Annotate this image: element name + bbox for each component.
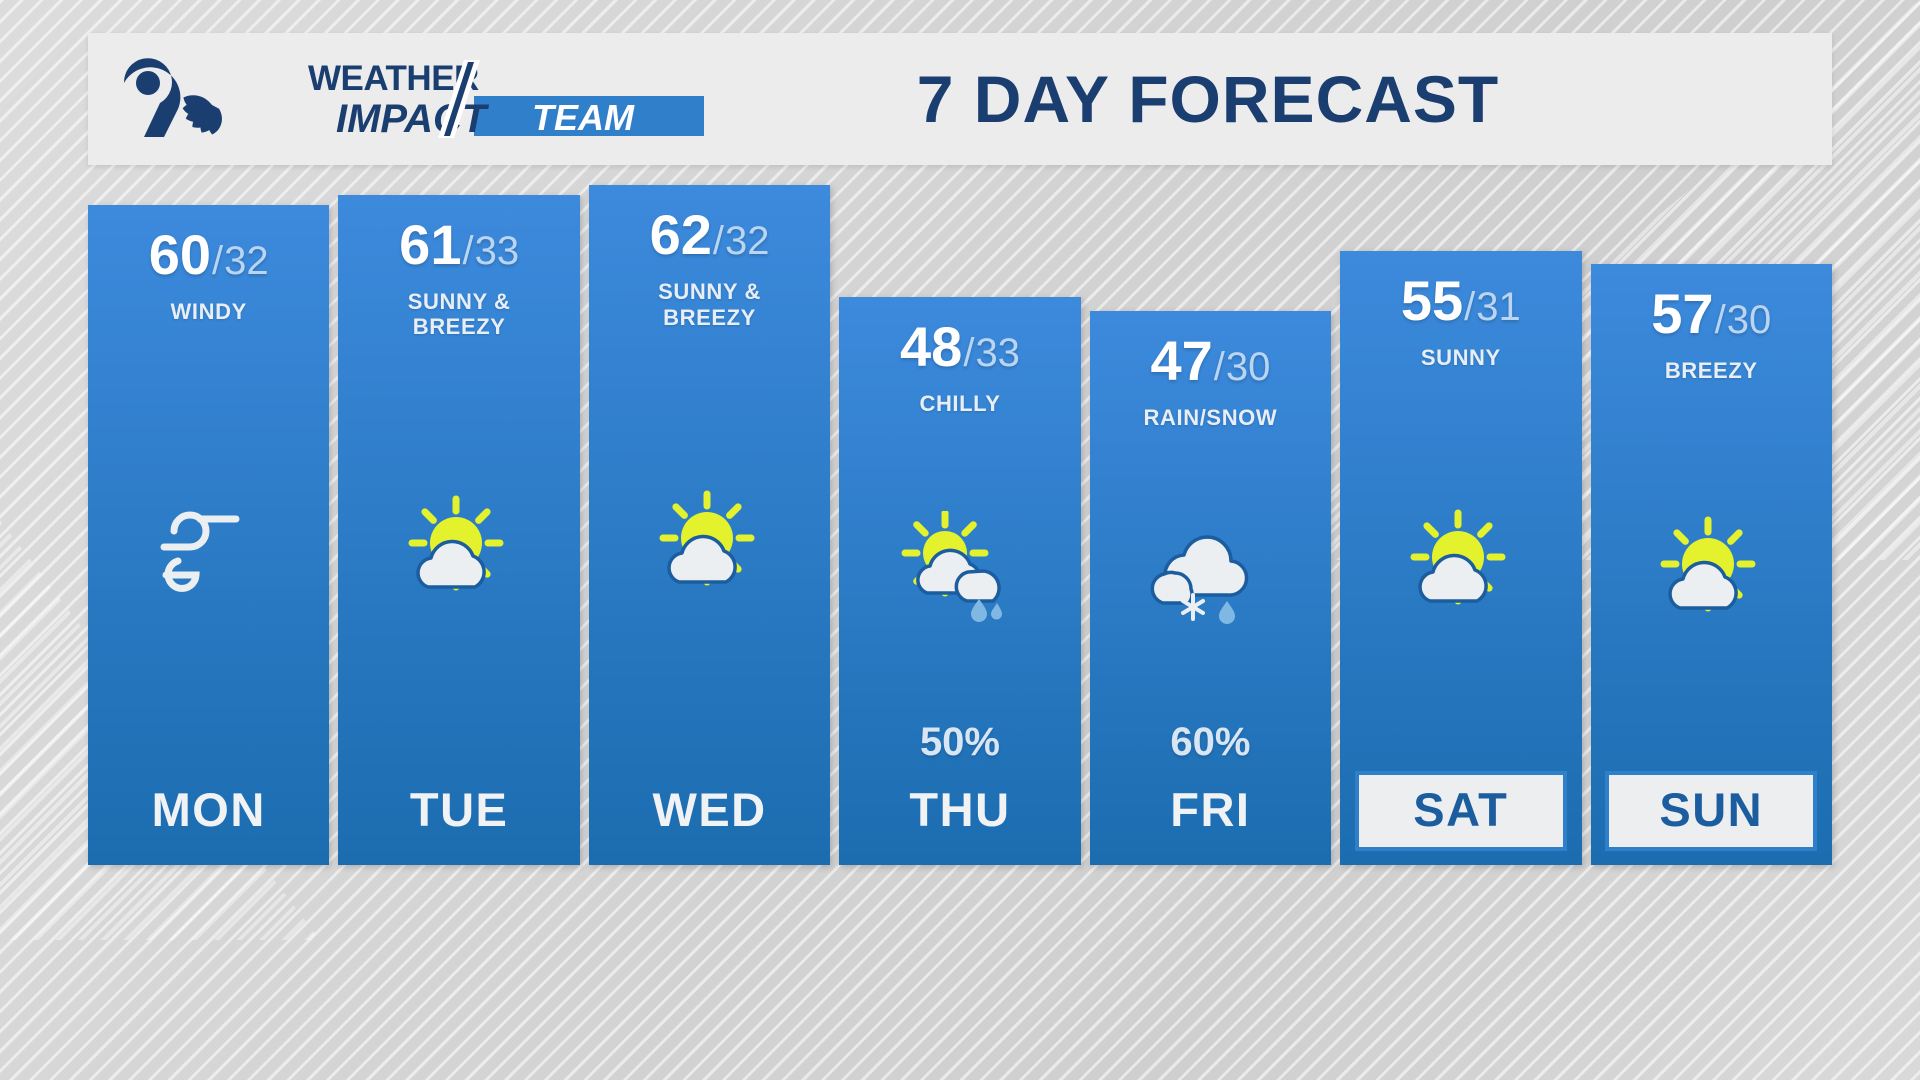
temperature-row: 60/32 — [149, 227, 269, 283]
weather-icon-slot — [338, 340, 579, 765]
temp-separator: / — [462, 229, 474, 274]
brand-weather-text: WEATHER — [308, 59, 479, 98]
weather-icon-slot — [1340, 371, 1581, 764]
weather-icon-slot — [1591, 384, 1832, 763]
sun-cloud-icon — [1410, 509, 1506, 605]
condition-label: BREEZY — [1664, 358, 1758, 384]
condition-label: SUNNY — [1420, 345, 1501, 371]
header-bar: WEATHER IMPACT TEAM 7 DAY FORECAST — [88, 33, 1832, 165]
temperature-row: 55/31 — [1401, 273, 1521, 329]
forecast-day-card[interactable]: 62/32 SUNNY & BREEZY WED — [588, 185, 831, 865]
forecast-columns: 60/32 WINDY MON 61/33 SUNNY & BREEZY TUE — [88, 185, 1832, 865]
forecast-day-card[interactable]: 47/30 RAIN/SNOW 60% FRI — [1089, 310, 1332, 865]
day-label[interactable]: SAT — [1354, 771, 1568, 851]
day-label[interactable]: SUN — [1605, 771, 1818, 851]
station-logo: WEATHER IMPACT TEAM — [116, 53, 704, 145]
high-temp: 55 — [1400, 269, 1464, 333]
forecast-day-card[interactable]: 55/31 SUNNY SAT — [1340, 251, 1582, 865]
page-title: 7 DAY FORECAST — [916, 62, 1500, 136]
sun-cloud-icon — [1660, 516, 1756, 612]
day-label[interactable]: TUE — [409, 783, 509, 836]
day-label[interactable]: WED — [652, 783, 767, 836]
low-temp: 30 — [1726, 298, 1772, 343]
condition-label: CHILLY — [919, 391, 1001, 417]
forecast-day-card[interactable]: 61/33 SUNNY & BREEZY TUE — [338, 195, 580, 865]
cloud-snow-rain-icon — [1150, 535, 1249, 625]
temperature-row: 57/30 — [1651, 286, 1771, 342]
low-temp: 31 — [1476, 285, 1521, 330]
day-label[interactable]: MON — [151, 783, 266, 836]
temp-separator: / — [1213, 344, 1225, 389]
condition-label: SUNNY & BREEZY — [407, 289, 511, 340]
sun-cloud-icon — [408, 495, 504, 591]
temperature-row: 47/30 — [1150, 332, 1271, 389]
weather-icon-slot — [589, 330, 830, 765]
temp-separator: / — [1464, 285, 1476, 330]
weather-icon-slot — [88, 324, 329, 765]
forecast-day-card[interactable]: 60/32 WINDY MON — [88, 205, 330, 865]
temp-separator: / — [712, 219, 725, 264]
weather-icon-slot — [1090, 430, 1331, 720]
temp-separator: / — [963, 331, 975, 376]
forecast-day-card[interactable]: 48/33 CHILLY 50% THU — [839, 297, 1081, 865]
precip-probability: 50% — [919, 720, 1000, 764]
high-temp: 62 — [649, 203, 712, 267]
precip-probability: 60% — [1170, 720, 1251, 764]
high-temp: 47 — [1150, 328, 1213, 392]
low-temp: 30 — [1225, 344, 1271, 389]
condition-label: WINDY — [170, 299, 247, 324]
low-temp: 32 — [725, 219, 770, 264]
high-temp: 48 — [900, 315, 963, 379]
low-temp: 32 — [224, 239, 269, 283]
temp-separator: / — [1714, 298, 1726, 343]
condition-label: SUNNY & BREEZY — [658, 279, 761, 330]
brand-team-badge: TEAM — [532, 97, 635, 138]
weather-icon-slot — [839, 417, 1080, 720]
high-temp: 60 — [148, 223, 212, 286]
day-label[interactable]: FRI — [1170, 783, 1251, 836]
wind-icon — [160, 511, 240, 593]
temperature-row: 48/33 — [900, 319, 1020, 375]
condition-label: RAIN/SNOW — [1143, 404, 1278, 430]
low-temp: 33 — [975, 331, 1020, 376]
temperature-row: 62/32 — [650, 207, 770, 263]
sun-cloud-icon — [659, 490, 755, 586]
brand-impact-text: IMPACT — [336, 97, 490, 141]
low-temp: 33 — [474, 229, 520, 274]
temp-separator: / — [212, 239, 224, 283]
sun-cloud-rain-icon — [901, 510, 1002, 622]
nbc-peacock-icon — [123, 58, 222, 137]
high-temp: 57 — [1651, 282, 1714, 346]
weather-impact-team-logo: WEATHER IMPACT TEAM — [308, 59, 704, 141]
day-label[interactable]: THU — [909, 783, 1011, 836]
high-temp: 61 — [399, 213, 462, 277]
forecast-day-card[interactable]: 57/30 BREEZY SUN — [1590, 264, 1832, 865]
temperature-row: 61/33 — [399, 217, 519, 273]
